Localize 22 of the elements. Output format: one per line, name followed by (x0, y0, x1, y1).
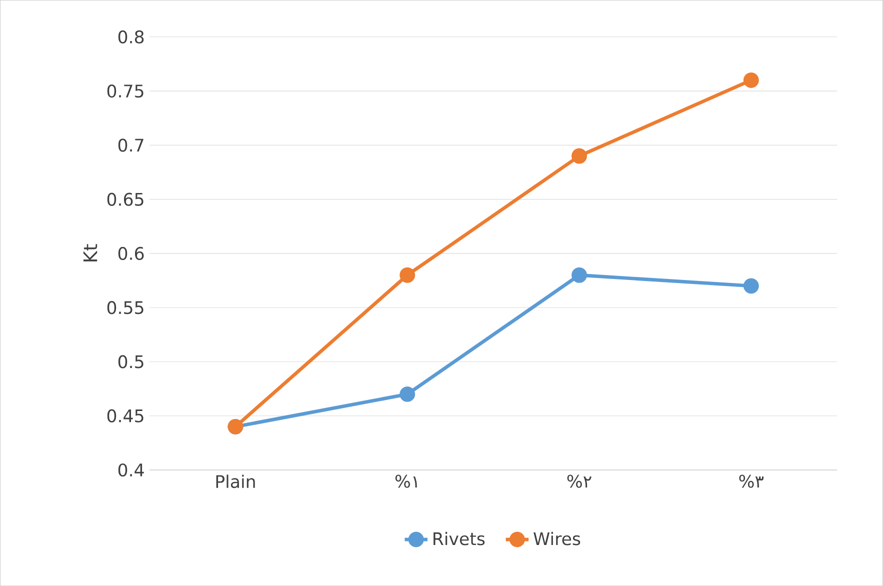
point (572, 267, 587, 283)
x-tick-label: %١ (395, 474, 417, 488)
y-tick-label: 0.65 (107, 192, 144, 206)
y-tick-label: 0.7 (118, 138, 144, 152)
x-tick-label: %٢ (567, 474, 592, 488)
point (743, 278, 759, 294)
point (743, 72, 759, 88)
y-axis-title: Kt (83, 244, 98, 262)
y-tick-label: 0.5 (118, 355, 144, 368)
y-tick-label: 0.4 (118, 463, 144, 476)
y-tick-label: 0.55 (107, 300, 144, 314)
point (400, 267, 416, 283)
point (400, 386, 416, 402)
legend-label: Wires (534, 532, 580, 546)
y-tick-label: 0.45 (107, 409, 144, 422)
y-tick-label: 0.75 (107, 84, 144, 98)
x-tick-label: %٣ (739, 474, 764, 488)
y-tick-label: 0.8 (118, 30, 144, 44)
point (572, 148, 587, 164)
y-tick-label: 0.6 (118, 246, 144, 260)
x-tick-label: Plain (216, 474, 255, 488)
legend-label: Rivets (434, 532, 485, 546)
